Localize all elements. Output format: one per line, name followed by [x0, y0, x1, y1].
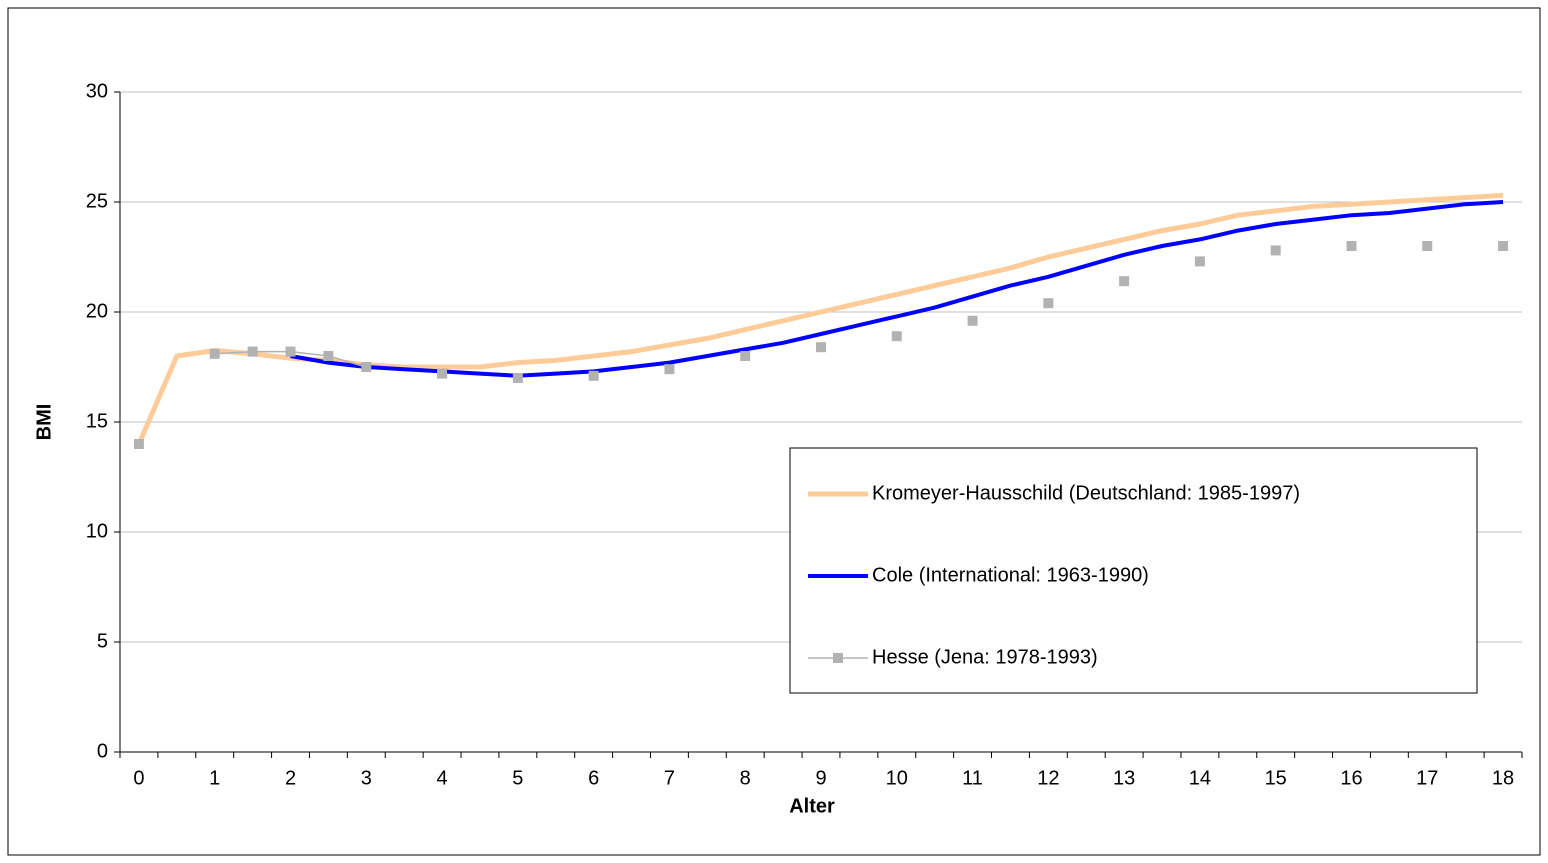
series-marker — [740, 351, 751, 361]
x-tick-label: 11 — [962, 767, 983, 789]
series-marker — [361, 362, 372, 372]
x-tick-label: 8 — [740, 767, 751, 789]
x-tick-label: 12 — [1037, 767, 1059, 789]
series-marker — [1422, 241, 1433, 251]
x-tick-label: 3 — [361, 767, 372, 789]
y-tick-label: 0 — [97, 740, 108, 762]
x-tick-label: 7 — [664, 767, 675, 789]
y-tick-label: 20 — [86, 300, 108, 322]
y-tick-label: 15 — [86, 410, 108, 432]
x-tick-label: 5 — [512, 767, 523, 789]
x-tick-label: 1 — [209, 767, 220, 789]
series-marker — [437, 368, 448, 379]
series-marker — [133, 439, 144, 449]
series-marker — [1043, 298, 1054, 309]
series-marker — [588, 370, 599, 381]
x-tick-label: 0 — [133, 767, 144, 789]
series-marker — [247, 346, 258, 357]
series-marker — [967, 315, 978, 326]
legend-label: Hesse (Jena: 1978-1993) — [872, 646, 1098, 668]
x-tick-label: 15 — [1265, 767, 1287, 789]
x-tick-label: 13 — [1113, 767, 1135, 789]
x-tick-label: 6 — [588, 767, 599, 789]
x-tick-label: 4 — [437, 767, 448, 789]
legend-marker — [833, 653, 843, 663]
x-tick-label: 10 — [886, 767, 908, 789]
legend-label: Cole (International: 1963-1990) — [872, 564, 1149, 586]
series-marker — [816, 342, 826, 353]
x-tick-label: 2 — [285, 767, 296, 789]
series-marker — [512, 373, 523, 383]
series-marker — [1194, 256, 1205, 267]
series-marker — [209, 348, 220, 359]
y-tick-label: 25 — [86, 190, 108, 212]
series-marker — [323, 351, 334, 361]
legend-label: Kromeyer-Hausschild (Deutschland: 1985-1… — [872, 482, 1300, 504]
series-marker — [664, 364, 675, 375]
x-tick-label: 9 — [815, 767, 826, 789]
x-tick-label: 18 — [1492, 767, 1514, 789]
x-axis-label: Alter — [789, 795, 835, 817]
y-tick-label: 5 — [97, 630, 108, 652]
x-tick-label: 14 — [1189, 767, 1211, 789]
x-tick-label: 17 — [1416, 767, 1438, 789]
x-tick-label: 16 — [1340, 767, 1362, 789]
series-line — [290, 200, 1504, 378]
chart-frame — [7, 7, 1541, 856]
y-tick-label: 10 — [86, 520, 108, 542]
y-tick-label: 30 — [86, 80, 108, 102]
legend-box — [789, 447, 1478, 694]
series-marker — [1270, 245, 1281, 256]
y-axis-label: BMI — [33, 404, 55, 441]
series-marker — [891, 331, 902, 342]
series-marker — [1498, 241, 1509, 251]
series-marker — [1346, 241, 1357, 251]
series-marker — [285, 346, 296, 357]
series-marker — [1119, 276, 1130, 287]
